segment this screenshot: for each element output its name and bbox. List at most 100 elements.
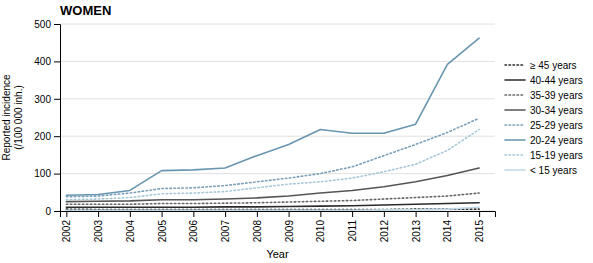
- x-tick-mark: [257, 211, 258, 217]
- series-line: [66, 207, 479, 210]
- x-tick: 2004: [125, 211, 136, 242]
- series-line: [66, 168, 479, 202]
- legend-swatch: [505, 169, 525, 171]
- legend-swatch: [505, 79, 525, 81]
- x-tick-label: 2014: [442, 220, 453, 243]
- x-tick-mark: [384, 211, 385, 217]
- y-tick: 400: [34, 56, 60, 67]
- x-tick-label: 2005: [157, 220, 168, 243]
- legend-item: ≥ 45 years: [505, 60, 577, 71]
- series-line: [66, 38, 479, 195]
- x-tick-mark: [320, 211, 321, 217]
- x-tick-mark: [352, 211, 353, 217]
- x-tick-mark: [447, 211, 448, 217]
- y-tick-mark: [54, 61, 60, 62]
- y-tick-label: 100: [34, 168, 51, 179]
- y-tick-label: 500: [34, 19, 51, 30]
- lines: [66, 38, 479, 210]
- series-line: [66, 118, 479, 197]
- x-tick-label: 2003: [93, 220, 104, 243]
- legend-item: 15-19 years: [505, 150, 583, 161]
- x-tick-label: 2009: [284, 220, 295, 243]
- chart-title: WOMEN: [60, 3, 111, 18]
- x-tick: 2011: [347, 211, 358, 242]
- legend-label: 30-34 years: [530, 105, 583, 116]
- legend-label: 35-39 years: [530, 90, 583, 101]
- legend-swatch: [505, 64, 525, 66]
- legend-label: 40-44 years: [530, 75, 583, 86]
- legend-label: ≥ 45 years: [530, 60, 577, 71]
- legend-item: 40-44 years: [505, 75, 583, 86]
- legend-label: 15-19 years: [530, 150, 583, 161]
- grid-line: [60, 136, 495, 137]
- legend-label: 25-29 years: [530, 120, 583, 131]
- y-tick: 500: [34, 19, 60, 30]
- y-tick-mark: [54, 211, 60, 212]
- x-tick: 2013: [411, 211, 422, 242]
- x-axis-line: [61, 212, 496, 218]
- series-line: [66, 193, 479, 204]
- y-axis-title-line: (/100 000 inh.): [13, 85, 24, 150]
- x-tick-mark: [193, 211, 194, 217]
- y-tick-mark: [54, 174, 60, 175]
- x-tick-mark: [66, 211, 67, 217]
- x-tick: 2003: [93, 211, 104, 242]
- y-tick-label: 200: [34, 131, 51, 142]
- y-axis-title-line: Reported incidence: [1, 74, 12, 161]
- legend-swatch: [505, 124, 525, 126]
- x-tick-label: 2011: [347, 220, 358, 242]
- y-tick: 100: [34, 168, 60, 179]
- x-tick-mark: [479, 211, 480, 217]
- legend-swatch: [505, 139, 525, 141]
- x-tick-label: 2006: [188, 220, 199, 243]
- legend: ≥ 45 years 40-44 years 35-39 years 30-34 ye…: [505, 60, 583, 176]
- legend-swatch: [505, 94, 525, 96]
- x-axis: 2002200320042005200620072008200920102011…: [61, 211, 496, 242]
- legend-item: 25-29 years: [505, 120, 583, 131]
- y-tick-mark: [54, 99, 60, 100]
- x-tick: 2008: [252, 211, 263, 242]
- y-tick: 300: [34, 94, 60, 105]
- x-tick-label: 2012: [379, 220, 390, 243]
- x-tick-label: 2007: [220, 220, 231, 243]
- grid-line: [60, 24, 495, 25]
- series-line: [66, 129, 479, 199]
- y-tick-label: 300: [34, 94, 51, 105]
- y-tick-mark: [54, 24, 60, 25]
- x-tick-mark: [289, 211, 290, 217]
- y-tick-label: 400: [34, 56, 51, 67]
- x-tick-label: 2002: [61, 220, 72, 243]
- x-tick-label: 2013: [411, 220, 422, 243]
- x-tick: 2012: [379, 211, 390, 242]
- grid-line: [60, 61, 495, 62]
- y-tick: 200: [34, 131, 60, 142]
- y-axis-title: Reported incidence(/100 000 inh.): [1, 74, 24, 161]
- x-tick: 2007: [220, 211, 231, 242]
- legend-label: < 15 years: [530, 165, 577, 176]
- x-tick-mark: [225, 211, 226, 217]
- legend-item: 20-24 years: [505, 135, 583, 146]
- x-tick-mark: [162, 211, 163, 217]
- x-tick-mark: [130, 211, 131, 217]
- y-tick: 0: [45, 206, 60, 217]
- y-tick-mark: [54, 136, 60, 137]
- x-tick: 2005: [157, 211, 168, 242]
- y-axis: 0 100 200 300 400 500: [34, 19, 60, 217]
- x-tick-label: 2015: [474, 220, 485, 243]
- x-tick: 2015: [474, 211, 485, 242]
- x-tick: 2014: [442, 211, 453, 242]
- plot-area: 2002200320042005200620072008200920102011…: [34, 19, 495, 243]
- x-axis-title: Year: [266, 248, 289, 260]
- y-tick-label: 0: [45, 206, 51, 217]
- grid: [60, 24, 495, 211]
- legend-item: < 15 years: [505, 165, 577, 176]
- x-tick-label: 2004: [125, 220, 136, 243]
- legend-item: 35-39 years: [505, 90, 583, 101]
- grid-line: [60, 173, 495, 174]
- chart: 2002200320042005200620072008200920102011…: [0, 0, 593, 263]
- x-tick-mark: [416, 211, 417, 217]
- legend-swatch: [505, 154, 525, 156]
- x-tick: 2006: [188, 211, 199, 242]
- x-tick: 2009: [284, 211, 295, 242]
- legend-swatch: [505, 109, 525, 111]
